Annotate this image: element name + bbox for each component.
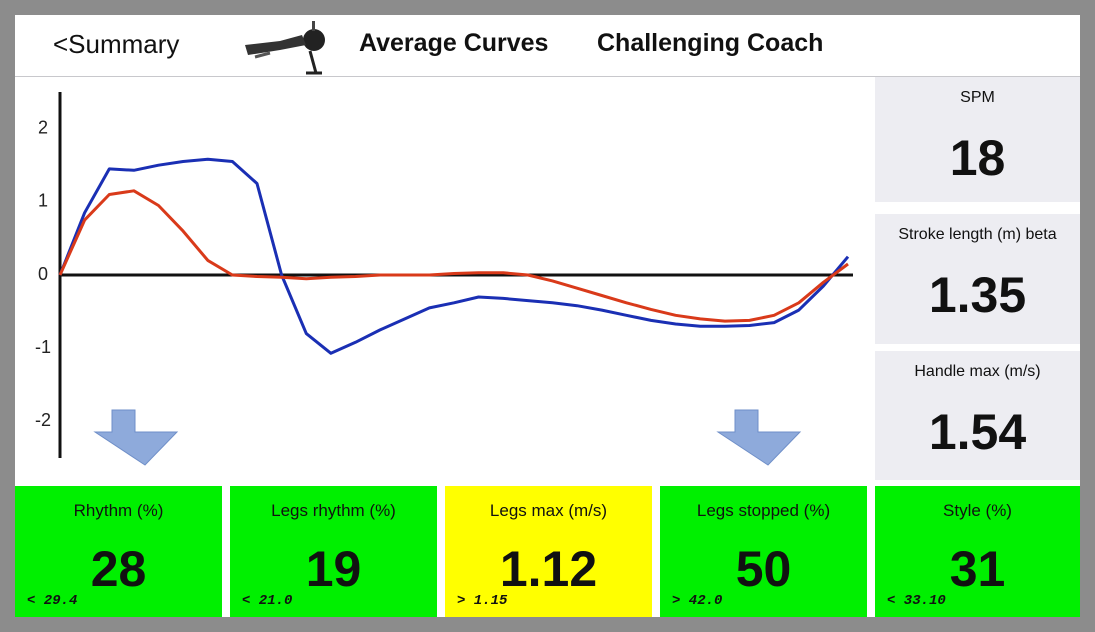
- metric-label: Handle max (m/s): [914, 363, 1041, 380]
- rower-icon: [245, 21, 325, 75]
- metric-value: 18: [949, 130, 1006, 186]
- arrow-icon: [93, 409, 179, 466]
- score-tile: Legs stopped (%) 50 > 42.0: [660, 486, 867, 617]
- tile-label: Rhythm (%): [73, 501, 164, 520]
- tile-threshold: < 33.10: [887, 593, 946, 609]
- coach-label: Challenging Coach: [597, 29, 824, 57]
- screen-content: <Summary Average Curves Challenging Coac…: [15, 15, 1080, 617]
- tile-value: 19: [305, 541, 362, 597]
- tile-label: Style (%): [943, 501, 1012, 520]
- tile-label: Legs stopped (%): [696, 501, 831, 520]
- header-bar: <Summary Average Curves Challenging Coac…: [15, 15, 1080, 77]
- score-tile: Rhythm (%) 28 < 29.4: [15, 486, 222, 617]
- metric-panel: Stroke length (m) beta 1.35: [875, 214, 1080, 344]
- score-tile: Style (%) 31 < 33.10: [875, 486, 1080, 617]
- tile-threshold: < 21.0: [242, 593, 293, 609]
- tile-threshold: > 1.15: [457, 593, 508, 609]
- back-button[interactable]: <Summary: [53, 29, 180, 59]
- tile-label: Legs rhythm (%): [271, 501, 396, 520]
- curve-chart: -2 -1 0 1 2: [35, 92, 853, 466]
- metric-panel: Handle max (m/s) 1.54: [875, 351, 1080, 480]
- metric-value: 1.54: [928, 404, 1027, 460]
- metric-label: SPM: [960, 89, 995, 106]
- metric-value: 1.35: [928, 267, 1027, 323]
- curve-line: [58, 157, 850, 355]
- y-tick-label: -1: [35, 337, 51, 357]
- metric-label: Stroke length (m) beta: [898, 226, 1057, 243]
- arrow-icon: [716, 409, 802, 466]
- page-title: Average Curves: [359, 29, 549, 57]
- y-tick-label: -2: [35, 410, 51, 430]
- tile-value: 50: [735, 541, 792, 597]
- score-tile: Legs max (m/s) 1.12 > 1.15: [445, 486, 652, 617]
- y-tick-label: 2: [38, 117, 48, 137]
- tile-threshold: < 29.4: [27, 593, 78, 609]
- y-tick-label: 1: [38, 191, 48, 211]
- tile-threshold: > 42.0: [672, 593, 723, 609]
- score-tile: Legs rhythm (%) 19 < 21.0: [230, 486, 437, 617]
- tile-label: Legs max (m/s): [489, 501, 608, 520]
- metric-panel: SPM 18: [875, 77, 1080, 202]
- tile-value: 31: [949, 541, 1006, 597]
- tile-value: 1.12: [499, 541, 598, 597]
- y-tick-label: 0: [38, 264, 48, 284]
- curve-line: [58, 189, 849, 323]
- tile-value: 28: [90, 541, 147, 597]
